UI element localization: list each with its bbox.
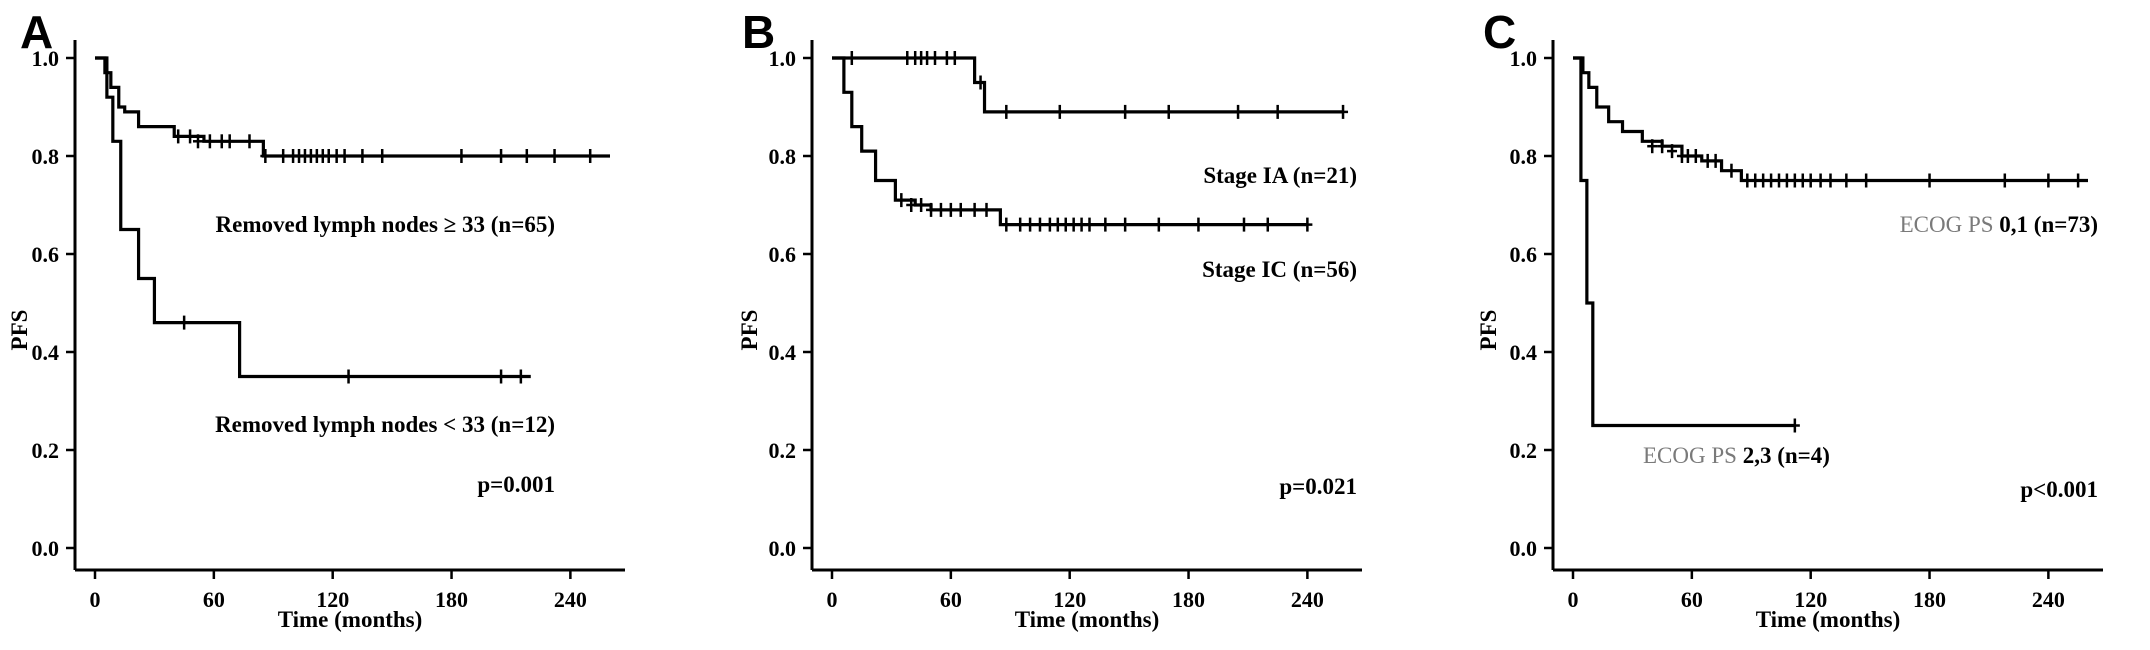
plot-area: 0.0 0.2 0.4 0.6 0.8 1.0 0 60 120 180 240 ECOG PS 0…	[1510, 40, 2103, 612]
km-curve-series-1	[1573, 56, 2088, 183]
series-label-ecog-23: ECOG PS 2,3 (n=4)	[1643, 443, 1830, 468]
y-tick-label: 0.8	[1510, 144, 1538, 169]
y-tick-label: 0.4	[1510, 340, 1538, 365]
y-tick-label: 0.0	[32, 536, 60, 561]
x-axis-title: Time (months)	[1756, 607, 1901, 632]
x-tick-label: 240	[554, 587, 587, 612]
y-tick-label: 0.0	[769, 536, 797, 561]
y-tick-label: 0.6	[32, 242, 60, 267]
x-axis-title: Time (months)	[278, 607, 423, 632]
series-label-prefix: ECOG PS	[1900, 212, 2000, 237]
y-tick-label: 0.8	[32, 144, 60, 169]
y-tick-label: 0.0	[1510, 536, 1538, 561]
y-tick-label: 1.0	[1510, 46, 1538, 71]
panel-letter: A	[20, 6, 53, 58]
series-label-low-nodes: Removed lymph nodes < 33 (n=12)	[215, 412, 555, 437]
x-tick-label: 180	[1913, 587, 1946, 612]
panel-letter: B	[742, 6, 775, 58]
series-label-prefix: ECOG PS	[1643, 443, 1743, 468]
x-tick-label: 60	[1681, 587, 1703, 612]
x-tick-label: 180	[1172, 587, 1205, 612]
panel-a: A PFS 0.0 0.2 0.4 0.6 0.8 1.0 0 60 120 180 240 Rem…	[7, 6, 625, 632]
panel-letter: C	[1483, 6, 1516, 58]
x-tick-label: 120	[1794, 587, 1827, 612]
y-tick-label: 0.6	[769, 242, 797, 267]
x-tick-label: 60	[940, 587, 962, 612]
y-axis-title: PFS	[1476, 310, 1501, 351]
p-value: p<0.001	[2020, 477, 2098, 502]
y-tick-label: 1.0	[32, 46, 60, 71]
x-tick-label: 180	[435, 587, 468, 612]
y-tick-label: 0.4	[32, 340, 60, 365]
series-label-value: 2,3 (n=4)	[1743, 443, 1830, 468]
km-curves	[95, 56, 610, 384]
y-tick-label: 0.8	[769, 144, 797, 169]
y-tick-label: 0.2	[769, 438, 797, 463]
y-tick-label: 1.0	[769, 46, 797, 71]
ticks: 0.0 0.2 0.4 0.6 0.8 1.0 0 60 120 180 240	[32, 46, 587, 612]
p-value: p=0.001	[477, 472, 555, 497]
series-label-stage-ic: Stage IC (n=56)	[1202, 257, 1357, 282]
x-tick-label: 0	[1568, 587, 1579, 612]
y-tick-label: 0.4	[769, 340, 797, 365]
km-curve-series-1	[832, 56, 1344, 114]
ticks: 0.0 0.2 0.4 0.6 0.8 1.0 0 60 120 180 240	[1510, 46, 2065, 612]
km-curves	[1573, 56, 2088, 433]
x-tick-label: 240	[1291, 587, 1324, 612]
plot-area: 0.0 0.2 0.4 0.6 0.8 1.0 0 60 120 180 240 Stage IA …	[769, 40, 1362, 612]
series-label-high-nodes: Removed lymph nodes ≥ 33 (n=65)	[216, 212, 555, 237]
x-tick-label: 0	[827, 587, 838, 612]
series-label-ecog-01: ECOG PS 0,1 (n=73)	[1900, 212, 2098, 237]
y-tick-label: 0.2	[1510, 438, 1538, 463]
km-curves	[832, 51, 1349, 232]
plot-area: 0.0 0.2 0.4 0.6 0.8 1.0 0 60 120 180 240 Removed l…	[32, 40, 625, 612]
y-axis-title: PFS	[737, 310, 762, 351]
p-value: p=0.021	[1279, 474, 1357, 499]
x-axis-title: Time (months)	[1015, 607, 1160, 632]
panel-b: B PFS 0.0 0.2 0.4 0.6 0.8 1.0 0 60 120 180 240 Sta…	[737, 6, 1362, 632]
y-axis-title: PFS	[7, 310, 32, 351]
x-tick-label: 240	[2032, 587, 2065, 612]
panel-c: C PFS 0.0 0.2 0.4 0.6 0.8 1.0 0 60 120 180 240 ECO…	[1476, 6, 2103, 632]
x-tick-label: 120	[316, 587, 349, 612]
km-curve-series-2	[95, 56, 531, 379]
km-curve-series-1	[95, 56, 610, 158]
y-tick-label: 0.6	[1510, 242, 1538, 267]
x-tick-label: 120	[1053, 587, 1086, 612]
km-curve-series-2	[1573, 56, 1795, 428]
y-tick-label: 0.2	[32, 438, 60, 463]
series-label-stage-ia: Stage IA (n=21)	[1203, 163, 1357, 188]
series-label-value: 0,1 (n=73)	[1999, 212, 2098, 237]
ticks: 0.0 0.2 0.4 0.6 0.8 1.0 0 60 120 180 240	[769, 46, 1324, 612]
x-tick-label: 60	[203, 587, 225, 612]
x-tick-label: 0	[90, 587, 101, 612]
